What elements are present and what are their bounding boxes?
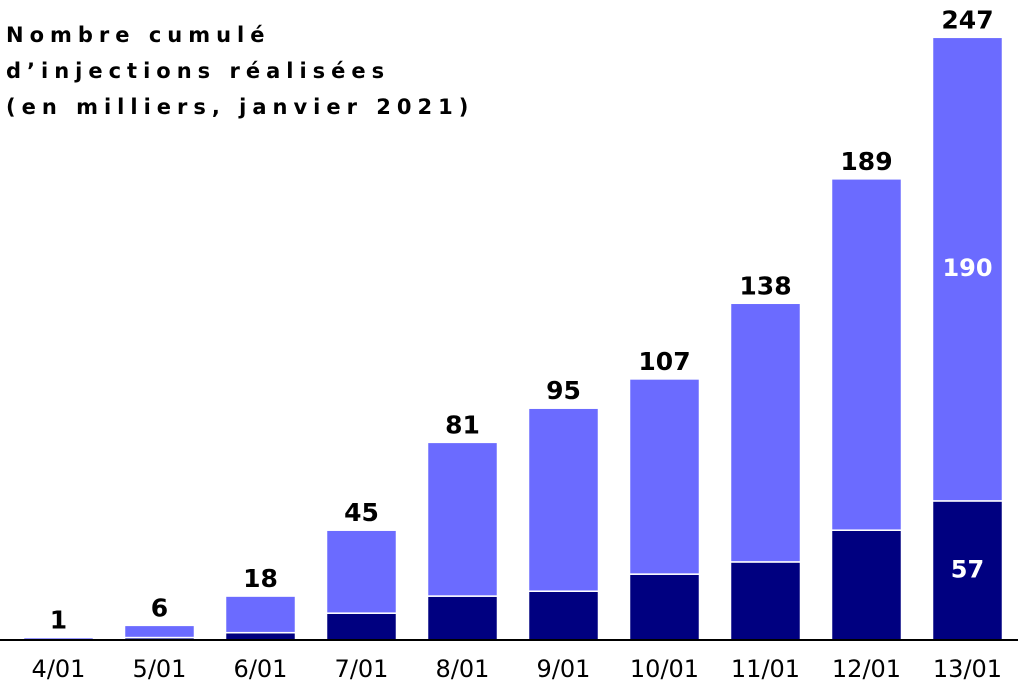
segment-label: 190 [942, 254, 992, 282]
bar-segment [224, 595, 297, 634]
bar-segment [325, 529, 398, 614]
bar-segment [729, 561, 802, 641]
x-tick-label: 6/01 [234, 655, 288, 683]
total-label: 81 [445, 410, 480, 439]
bar-segment [527, 590, 600, 641]
segment-label: 57 [951, 555, 984, 583]
total-label: 138 [739, 271, 791, 300]
x-tick-label: 9/01 [537, 655, 591, 683]
bar-segment [729, 302, 802, 563]
bar-segment [628, 573, 701, 641]
x-tick-label: 8/01 [436, 655, 490, 683]
x-tick-label: 12/01 [832, 655, 901, 683]
bar-segment [527, 407, 600, 592]
x-tick-label: 10/01 [630, 655, 699, 683]
bar-segment [830, 529, 903, 641]
bar-segment [426, 441, 499, 597]
chart-title: d’injections réalisées [6, 59, 390, 83]
bar-segment [224, 631, 297, 641]
x-tick-label: 5/01 [133, 655, 187, 683]
chart-title: Nombre cumulé [6, 23, 271, 47]
bar-segment [426, 595, 499, 641]
total-label: 6 [151, 593, 168, 622]
bar-segment [123, 624, 196, 639]
total-label: 45 [344, 498, 379, 527]
chart-title: (en milliers, janvier 2021) [6, 95, 474, 119]
total-label: 18 [243, 564, 278, 593]
x-tick-label: 13/01 [933, 655, 1002, 683]
bar-segment [325, 612, 398, 641]
total-label: 107 [638, 347, 690, 376]
bar-segment [830, 178, 903, 531]
total-label: 1 [50, 606, 67, 635]
total-label: 189 [840, 147, 892, 176]
total-label: 95 [546, 376, 581, 405]
x-tick-label: 4/01 [32, 655, 86, 683]
bar-segment [931, 36, 1004, 502]
bar-segment [931, 500, 1004, 641]
x-tick-label: 7/01 [335, 655, 389, 683]
total-label: 247 [941, 5, 993, 34]
bar-segment [628, 378, 701, 575]
x-tick-label: 11/01 [731, 655, 800, 683]
